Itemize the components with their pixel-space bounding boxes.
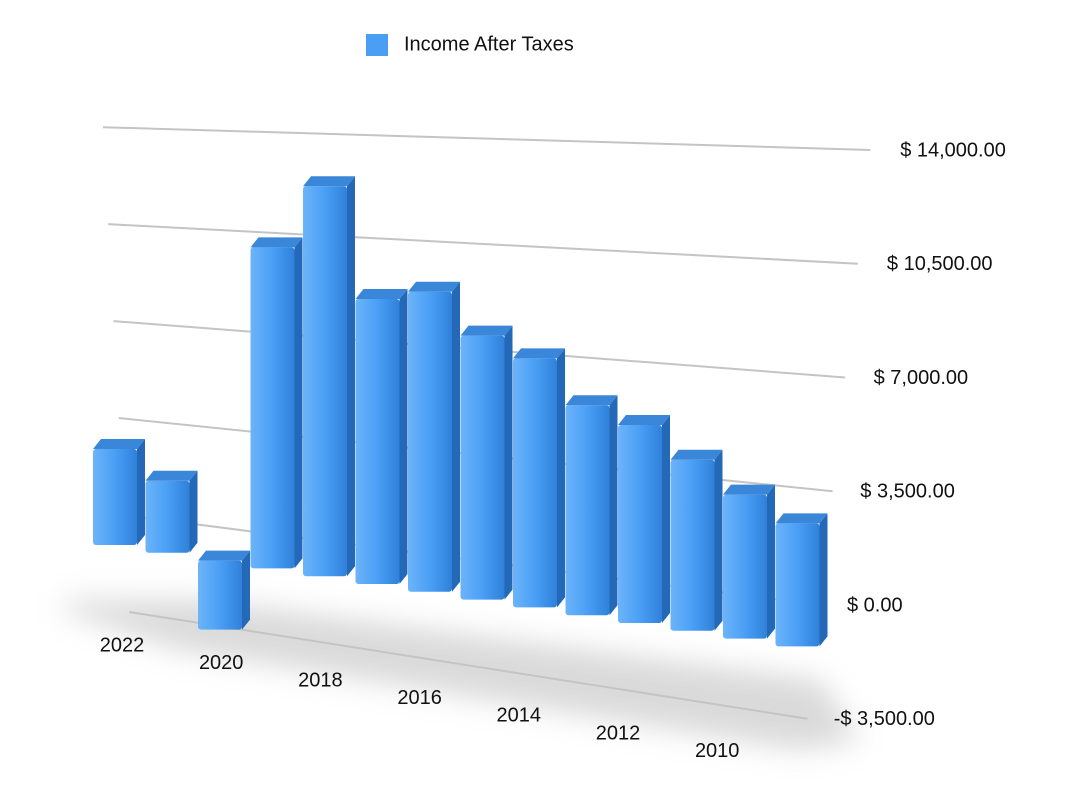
bar-top [198,550,250,561]
bar-side [714,449,723,631]
bar [565,405,610,616]
bar-side [399,289,408,584]
bar-top [145,470,198,481]
grid-line [102,126,871,151]
bar-side [189,470,198,553]
y-tick-label: $ 3,500.00 [860,481,955,503]
y-tick-label: $ 14,000.00 [900,139,1006,161]
bar-top [618,415,670,425]
bar-side [609,395,618,616]
bar-top [775,513,828,524]
x-tick-label: 2022 [100,634,145,656]
bar-top [565,395,618,406]
bar-side [767,484,775,639]
bar [723,494,767,639]
bar-side [347,176,355,577]
bar-top [303,176,355,187]
bar-side [662,415,670,623]
bar [250,247,295,569]
bar [618,425,662,623]
bar-top [513,348,565,359]
x-tick-label: 2012 [596,722,641,744]
legend: Income After Taxes [366,33,574,56]
bar-top [250,237,303,248]
y-tick-label: $ 10,500.00 [887,253,993,275]
grid-line [108,223,858,265]
bar-top [460,325,513,336]
bar [93,449,137,545]
bar-side [452,281,460,592]
bar [670,459,715,631]
x-tick-label: 2020 [199,652,244,674]
legend-label: Income After Taxes [404,33,574,55]
bar [775,523,820,647]
bar-side [137,439,145,545]
x-tick-label: 2010 [695,740,740,762]
bar [408,291,452,592]
x-tick-label: 2016 [397,687,442,709]
bar-top [670,449,723,460]
bar-side [504,325,513,600]
x-tick-label: 2018 [298,669,343,691]
bar-side [557,348,565,608]
bar [145,480,190,553]
y-tick-label: $ 0.00 [847,594,903,616]
bar-side [294,237,303,569]
y-tick-label: $ 7,000.00 [874,367,969,389]
bar [303,186,347,577]
bar-top [723,484,775,495]
x-tick-label: 2014 [497,705,542,727]
bar-top [408,281,460,292]
bar-side [819,513,828,647]
legend-swatch [366,34,388,56]
y-tick-label: -$ 3,500.00 [834,708,935,730]
bars: 2022 2020 2018 2016 2014 2012 2010 [93,176,828,762]
floor-shadow [60,600,860,750]
grid-line [129,610,808,720]
bar [198,560,242,630]
bar-top [355,289,408,299]
bar [513,358,557,608]
bar [355,299,400,584]
bar-side [242,550,250,630]
bar-top [93,439,145,449]
bar [460,335,505,600]
